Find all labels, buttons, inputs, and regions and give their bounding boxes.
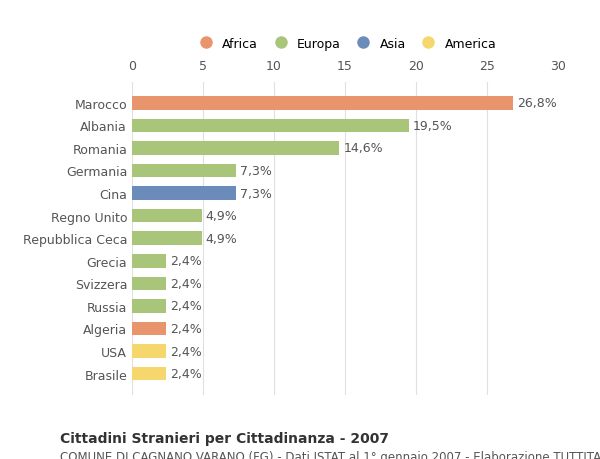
Text: 14,6%: 14,6% [344,142,383,155]
Bar [132,322,166,336]
Text: 2,4%: 2,4% [170,322,202,335]
Bar [132,164,236,178]
Text: 2,4%: 2,4% [170,300,202,313]
Bar [132,209,202,223]
Text: 4,9%: 4,9% [206,232,238,245]
Text: 19,5%: 19,5% [413,120,453,133]
Text: 2,4%: 2,4% [170,367,202,381]
Text: 2,4%: 2,4% [170,345,202,358]
Text: Cittadini Stranieri per Cittadinanza - 2007: Cittadini Stranieri per Cittadinanza - 2… [60,431,389,445]
Text: 2,4%: 2,4% [170,255,202,268]
Bar [132,142,340,155]
Bar [132,119,409,133]
Bar [132,232,202,246]
Bar [132,97,512,110]
Text: 7,3%: 7,3% [240,165,272,178]
Text: COMUNE DI CAGNANO VARANO (FG) - Dati ISTAT al 1° gennaio 2007 - Elaborazione TUT: COMUNE DI CAGNANO VARANO (FG) - Dati IST… [60,450,600,459]
Text: 2,4%: 2,4% [170,277,202,290]
Text: 4,9%: 4,9% [206,210,238,223]
Bar [132,254,166,268]
Bar [132,299,166,313]
Bar [132,187,236,201]
Text: 7,3%: 7,3% [240,187,272,200]
Text: 26,8%: 26,8% [517,97,557,110]
Legend: Africa, Europa, Asia, America: Africa, Europa, Asia, America [188,33,502,56]
Bar [132,277,166,291]
Bar [132,345,166,358]
Bar [132,367,166,381]
